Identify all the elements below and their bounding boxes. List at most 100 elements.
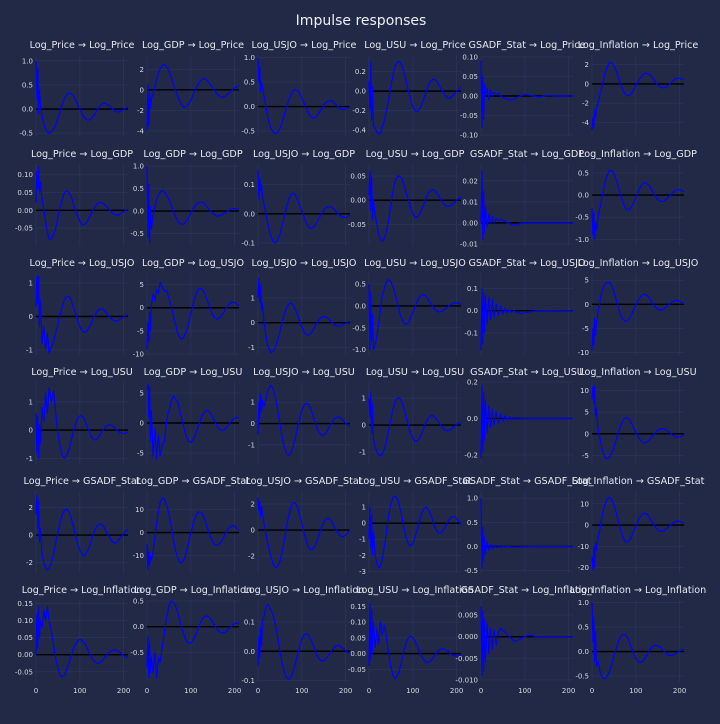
y-tick-label: 0.00: [462, 93, 478, 101]
subplot-title: Log_USJO → Log_USU: [253, 367, 355, 378]
y-tick-label: -0.5: [130, 649, 144, 657]
y-tick-label: -0.5: [241, 128, 255, 136]
y-tick-label: 0.5: [133, 598, 144, 606]
y-tick-label: -0.05: [15, 225, 33, 233]
y-tick-label: -0.2: [464, 451, 478, 459]
subplot: 1 0 -1 Log_Price → Log_USU: [26, 367, 133, 464]
y-tick-label: 1: [29, 280, 33, 288]
subplot-title: Log_GDP → Log_Price: [142, 40, 244, 51]
response-line: [591, 62, 685, 131]
y-tick-label: -1: [26, 455, 33, 463]
response-line: [591, 602, 685, 680]
subplot-background: [481, 164, 573, 246]
y-tick-label: -4: [582, 119, 590, 127]
subplot-background: [592, 491, 684, 573]
y-tick-label: 0.0: [355, 302, 366, 310]
response-line: [257, 497, 351, 569]
subplot-title: Log_GDP → GSADF_Stat: [136, 476, 250, 487]
y-tick-label: 0.1: [244, 181, 255, 189]
response-line: [257, 384, 351, 457]
subplot-title: Log_USU → Log_GDP: [366, 149, 465, 160]
y-tick-label: -4: [137, 127, 145, 135]
response-line: [35, 275, 129, 354]
response-line: [591, 385, 685, 460]
y-tick-label: -0.01: [460, 240, 478, 248]
y-tick-label: -0.5: [464, 567, 478, 575]
y-tick-label: 0.2: [355, 68, 366, 76]
y-tick-label: -0.05: [15, 668, 33, 676]
y-tick-label: -0.010: [455, 676, 478, 684]
y-tick-label: -0.005: [455, 655, 478, 663]
subplot: 5 0 -5 Log_GDP → Log_USU: [137, 367, 242, 464]
y-tick-label: 0.5: [133, 185, 144, 193]
response-line: [146, 166, 240, 243]
y-tick-label: 0: [251, 527, 255, 535]
y-tick-label: 0: [29, 532, 33, 540]
x-tick-label: 200: [228, 687, 241, 695]
y-tick-label: 0.0: [244, 103, 255, 111]
y-tick-label: -5: [582, 325, 589, 333]
y-tick-label: 1.0: [578, 599, 589, 607]
subplot-title: Log_USU → Log_USJO: [364, 258, 466, 269]
y-tick-label: 1.0: [133, 163, 144, 171]
subplot-title: GSADF_Stat → Log_Price: [469, 40, 586, 51]
subplot: 5 0 -5 -10 Log_Inflation → Log_USJO: [578, 258, 699, 357]
x-tick-label: 100: [406, 687, 419, 695]
response-line: [480, 498, 573, 569]
x-tick-label: 0: [479, 687, 483, 695]
y-tick-label: -1: [359, 448, 366, 456]
subplot-background: [147, 273, 239, 355]
y-tick-label: 0.0: [22, 106, 33, 114]
subplot-title: Log_USU → GSADF_Stat: [358, 476, 472, 487]
x-tick-label: 100: [73, 687, 86, 695]
y-tick-label: 0.05: [350, 173, 366, 181]
y-tick-label: 2: [251, 501, 255, 509]
y-tick-label: 0.0: [244, 210, 255, 218]
subplot: 1 0 -1 -2 -3 Log_USU → GSADF_Stat: [358, 476, 472, 576]
y-tick-label: 2: [140, 66, 144, 74]
y-tick-label: 0.2: [467, 379, 478, 387]
y-tick-label: 0.1: [467, 285, 478, 293]
y-tick-label: 0.000: [458, 633, 478, 641]
response-line: [480, 169, 573, 241]
response-line: [480, 606, 573, 677]
y-tick-label: 1: [362, 504, 366, 512]
subplot: 0.02 0.01 0.00 -0.01 GSADF_Stat → Log_GDP: [460, 149, 584, 248]
subplot: 10 0 -10 -20 Log_Inflation → GSADF_Stat: [572, 476, 705, 573]
response-line: [146, 600, 239, 679]
x-tick-label: 200: [562, 687, 575, 695]
response-line: [35, 167, 129, 240]
y-tick-label: -0.5: [19, 130, 33, 138]
y-tick-label: 0.0: [467, 307, 478, 315]
subplot-title: Log_USU → Log_Price: [364, 40, 466, 51]
response-line: [591, 170, 685, 240]
y-tick-label: -0.05: [460, 112, 478, 120]
figure-title: Impulse responses: [296, 13, 427, 29]
subplot: 2 0 -2 Log_Price → GSADF_Stat: [24, 476, 141, 573]
response-line: [368, 602, 462, 680]
response-line: [35, 387, 129, 459]
y-tick-label: 0.05: [17, 634, 33, 642]
response-line: [257, 277, 351, 354]
subplot: 0.1 0.0 -0.1 GSADF_Stat → Log_USJO: [464, 258, 586, 355]
subplot: 0.10 0.05 0.00 -0.05 Log_Price → Log_GDP: [15, 149, 133, 246]
y-tick-label: 1: [251, 399, 255, 407]
subplot-title: Log_Inflation → GSADF_Stat: [572, 476, 705, 487]
subplot: 1 0 -1 Log_USU → Log_USU: [359, 367, 464, 464]
subplot-title: GSADF_Stat → Log_GDP: [470, 149, 584, 160]
y-tick-label: 0.5: [467, 519, 478, 527]
response-line: [146, 63, 240, 131]
y-tick-label: 0.15: [350, 603, 366, 611]
x-tick-label: 200: [117, 687, 130, 695]
y-tick-label: 0.10: [17, 171, 33, 179]
subplot: 0.5 0.0 -0.5 0 100 200 Log_GDP → Log_Inflation: [130, 585, 252, 695]
y-tick-label: -1.0: [352, 346, 366, 354]
subplot-title: Log_Price → GSADF_Stat: [24, 476, 141, 487]
y-tick-label: 0.0: [467, 415, 478, 423]
subplot-title: GSADF_Stat → Log_USU: [470, 367, 584, 378]
y-tick-label: 0.15: [17, 600, 33, 608]
y-tick-label: -1: [359, 536, 366, 544]
y-tick-label: 0: [585, 301, 589, 309]
subplot-title: Log_Price → Log_USU: [31, 367, 133, 378]
